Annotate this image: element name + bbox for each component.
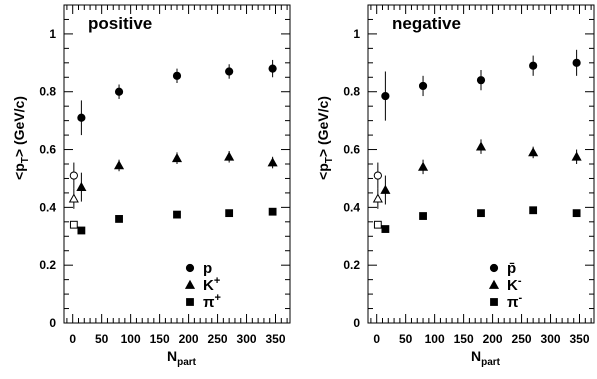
x-tick-label: 200 [179, 332, 199, 346]
legend-label-1: K+ [203, 275, 220, 294]
data-point-square-open [373, 220, 382, 229]
data-point-triangle [380, 184, 391, 194]
data-point-square-open [69, 220, 78, 229]
panel-label: negative [392, 14, 461, 33]
data-point-circle-open [69, 171, 78, 180]
data-point-circle [225, 67, 234, 76]
data-point-circle [529, 61, 538, 70]
data-point-triangle-open [372, 193, 383, 203]
legend-marker [185, 263, 195, 273]
data-point-square [529, 206, 538, 215]
x-tick-label: 200 [483, 332, 503, 346]
x-tick-label: 100 [425, 332, 445, 346]
data-point-square [115, 215, 123, 223]
legend-marker [489, 263, 499, 273]
data-point-triangle [571, 151, 582, 161]
y-tick-label: 0 [353, 316, 360, 330]
data-point-triangle [114, 160, 125, 170]
data-point-circle [572, 58, 581, 67]
data-point-square [381, 225, 390, 233]
data-point-circle [476, 76, 486, 85]
legend-marker [186, 298, 194, 306]
data-point-triangle [224, 151, 235, 161]
x-tick-label: 100 [121, 332, 141, 346]
x-tick-label: 0 [69, 332, 76, 346]
y-tick-label: 1 [353, 27, 360, 41]
panel-label: positive [88, 14, 152, 33]
data-point-triangle-open [68, 193, 79, 203]
y-tick-label: 0 [49, 316, 56, 330]
x-tick-label: 50 [95, 332, 109, 346]
data-point-triangle [267, 157, 278, 167]
data-point-square [268, 207, 277, 216]
y-tick-label: 0.8 [343, 85, 360, 99]
y-tick-label: 0.2 [343, 258, 360, 272]
data-point-circle [268, 64, 277, 73]
data-point-triangle [475, 141, 487, 151]
data-point-triangle [528, 147, 539, 157]
y-axis-title: <pT> (GeV/c) [315, 96, 335, 180]
data-point-circle [418, 81, 428, 91]
data-point-circle [114, 87, 124, 96]
x-tick-label: 150 [150, 332, 170, 346]
data-point-triangle [76, 181, 87, 191]
legend-label-2: π- [507, 292, 522, 311]
data-point-square [572, 209, 581, 218]
x-tick-label: 250 [208, 332, 228, 346]
plot-frame [367, 4, 595, 324]
y-axis-title: <pT> (GeV/c) [11, 96, 31, 180]
y-tick-label: 0.4 [343, 200, 360, 214]
panel-negative: 0 0.2 0.4 0.6 0.8 1 0 50 100 150 200 250 300 350 Npart… [315, 4, 595, 368]
data-point-circle [381, 91, 390, 101]
data-point-circle [77, 113, 86, 122]
x-axis-title: Npart [471, 348, 501, 368]
y-tick-label: 0.2 [39, 258, 56, 272]
legend-marker [488, 279, 500, 289]
panel-positive: 0 0.2 0.4 0.6 0.8 1 0 50 100 150 200 250 300 350 Npart… [11, 4, 291, 368]
x-tick-label: 0 [373, 332, 380, 346]
data-point-circle [172, 71, 182, 80]
y-tick-label: 1 [49, 27, 56, 41]
legend-label-1: K- [507, 275, 522, 294]
data-point-square [419, 212, 427, 220]
y-tick-label: 0.6 [343, 143, 360, 157]
x-tick-label: 350 [265, 332, 285, 346]
legend-marker [184, 279, 196, 289]
x-tick-label: 350 [569, 332, 589, 346]
y-tick-label: 0.6 [39, 143, 56, 157]
y-tick-label: 0.4 [39, 200, 56, 214]
x-tick-label: 250 [512, 332, 532, 346]
data-point-circle-open [373, 171, 382, 180]
data-point-square [225, 209, 234, 218]
legend-label-2: π+ [203, 292, 221, 311]
legend-marker [490, 298, 498, 306]
data-point-square [77, 226, 86, 235]
x-tick-label: 300 [541, 332, 561, 346]
y-tick-label: 0.8 [39, 85, 56, 99]
data-point-triangle [171, 152, 183, 163]
x-tick-label: 150 [454, 332, 474, 346]
data-point-square [477, 209, 485, 218]
legend-label-0: p [203, 260, 212, 277]
data-point-square [173, 210, 181, 219]
data-point-triangle [418, 161, 429, 171]
x-tick-label: 50 [399, 332, 413, 346]
legend-label-0: p̄ [507, 260, 516, 277]
x-tick-label: 300 [237, 332, 257, 346]
x-axis-title: Npart [167, 348, 197, 368]
